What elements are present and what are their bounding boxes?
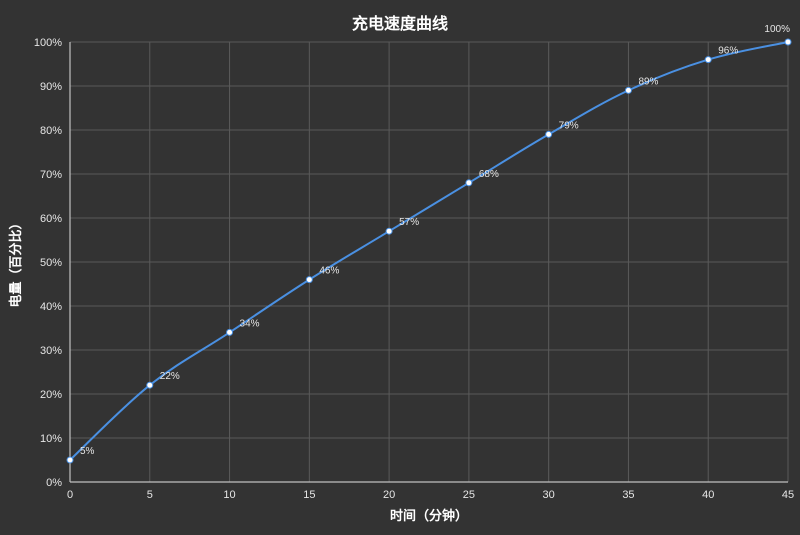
- data-marker: [227, 329, 233, 335]
- y-tick-label: 10%: [40, 433, 62, 445]
- y-tick-label: 20%: [40, 389, 62, 401]
- data-marker: [67, 457, 73, 463]
- data-marker: [306, 277, 312, 283]
- data-label: 57%: [399, 217, 419, 228]
- data-label: 46%: [319, 266, 339, 277]
- y-tick-label: 0%: [46, 477, 62, 489]
- data-label: 89%: [638, 76, 658, 87]
- y-tick-label: 70%: [40, 169, 62, 181]
- x-tick-label: 25: [463, 489, 475, 501]
- data-marker: [705, 57, 711, 63]
- x-tick-label: 30: [543, 489, 555, 501]
- data-marker: [386, 228, 392, 234]
- y-tick-label: 100%: [34, 37, 62, 49]
- data-label: 96%: [718, 46, 738, 57]
- data-marker: [785, 39, 791, 45]
- x-axis-label: 时间（分钟）: [390, 508, 468, 523]
- data-label: 5%: [80, 446, 95, 457]
- x-tick-label: 40: [702, 489, 714, 501]
- line-chart: 0% 10% 20% 30% 40% 50% 60% 70% 80% 90% 100% 0 5 10 15 2…: [0, 0, 800, 535]
- x-tick-label: 35: [622, 489, 634, 501]
- x-tick-label: 20: [383, 489, 395, 501]
- y-tick-label: 40%: [40, 301, 62, 313]
- data-label: 22%: [160, 371, 180, 382]
- x-tick-label: 0: [67, 489, 73, 501]
- x-tick-label: 15: [303, 489, 315, 501]
- y-tick-label: 90%: [40, 81, 62, 93]
- y-axis-label: 电量（百分比）: [8, 216, 23, 307]
- y-tick-label: 80%: [40, 125, 62, 137]
- y-tick-label: 50%: [40, 257, 62, 269]
- data-line: [70, 42, 788, 460]
- x-tick-label: 5: [147, 489, 153, 501]
- data-marker: [466, 180, 472, 186]
- x-tick-label: 10: [223, 489, 235, 501]
- data-marker: [147, 382, 153, 388]
- x-tick-label: 45: [782, 489, 794, 501]
- y-tick-label: 30%: [40, 345, 62, 357]
- y-tick-label: 60%: [40, 213, 62, 225]
- data-label: 100%: [764, 24, 790, 35]
- data-label: 68%: [479, 169, 499, 180]
- data-marker: [625, 87, 631, 93]
- data-label: 79%: [559, 120, 579, 131]
- data-label: 34%: [240, 318, 260, 329]
- data-marker: [546, 131, 552, 137]
